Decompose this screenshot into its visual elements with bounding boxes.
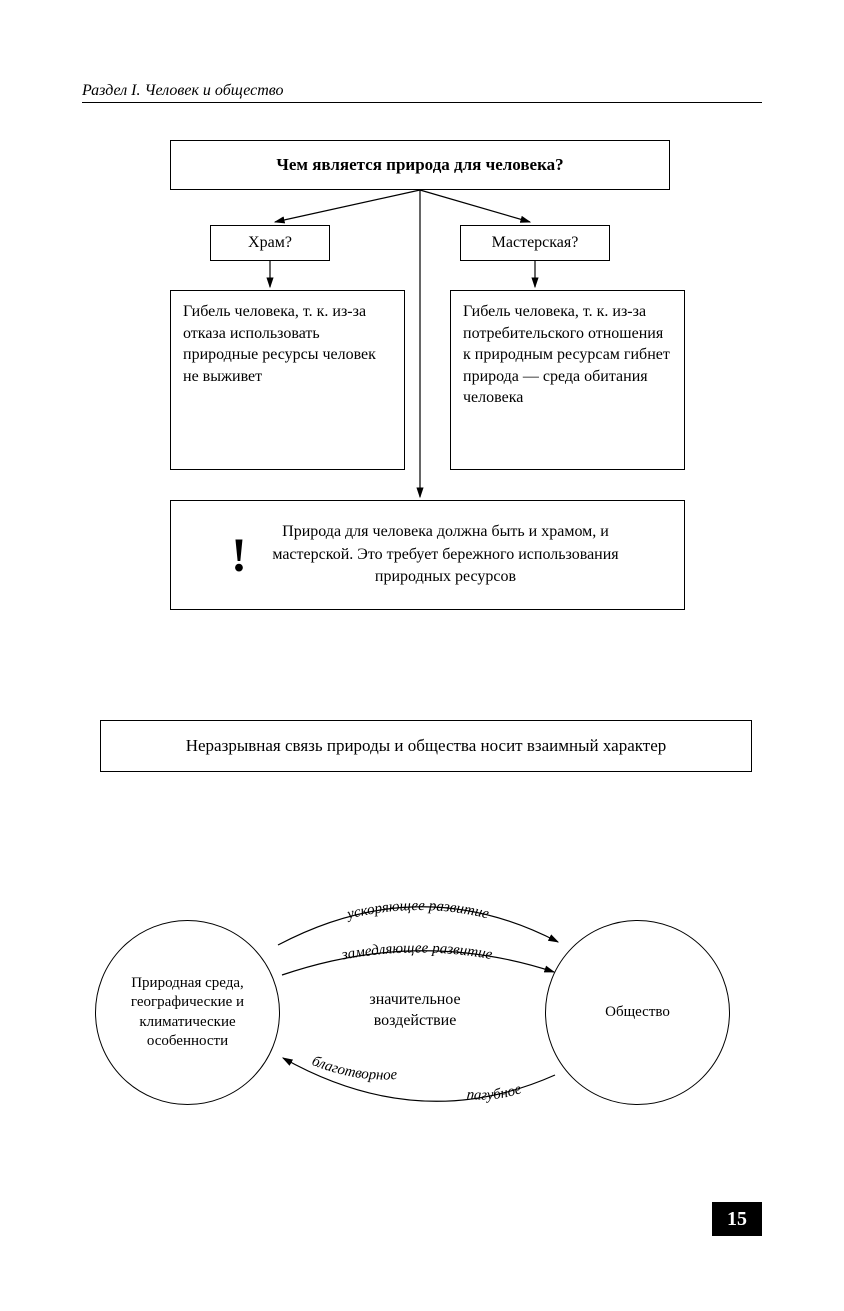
node-left-label: Природная среда, географические и климат… [106, 974, 269, 1052]
edge-top2: замедляющее развитие [340, 940, 494, 963]
desc-right: Гибель человека, т. к. из-за потребитель… [463, 303, 670, 406]
svg-text:пагубное: пагубное [466, 1081, 524, 1104]
svg-text:ускоряющее развитие: ускоряющее развитие [344, 898, 491, 923]
svg-text:замедляющее развитие: замедляющее развитие [340, 940, 494, 963]
page-number: 15 [712, 1202, 762, 1236]
edge-top1: ускоряющее развитие [344, 898, 491, 923]
conclusion-text: Природа для человека должна быть и храмо… [267, 521, 664, 588]
conclusion-box: ! Природа для человека должна быть и хра… [170, 500, 685, 610]
edge-bot2: пагубное [466, 1081, 524, 1104]
edge-bot1: благотворное [310, 1053, 399, 1083]
node-right-label: Общество [605, 1003, 670, 1023]
svg-text:благотворное: благотворное [310, 1053, 399, 1083]
exclamation-icon: ! [231, 528, 247, 583]
option-left-box: Храм? [210, 225, 330, 261]
desc-left-box: Гибель человека, т. к. из-за отказа испо… [170, 290, 405, 470]
option-right: Мастерская? [492, 234, 579, 252]
desc-left: Гибель человека, т. к. из-за отказа испо… [183, 303, 376, 385]
node-left: Природная среда, географические и климат… [95, 920, 280, 1105]
statement-text: Неразрывная связь природы и общества нос… [186, 736, 667, 756]
statement-box: Неразрывная связь природы и общества нос… [100, 720, 752, 772]
desc-right-box: Гибель человека, т. к. из-за потребитель… [450, 290, 685, 470]
connectors: ускоряющее развитие замедляющее развитие… [0, 0, 844, 1311]
center-label: значительное воздействие [330, 990, 500, 1032]
page-header: Раздел I. Человек и общество [82, 82, 762, 103]
page: Раздел I. Человек и общество Чем являетс… [0, 0, 844, 1311]
option-right-box: Мастерская? [460, 225, 610, 261]
node-right: Общество [545, 920, 730, 1105]
flowchart-title: Чем является природа для человека? [276, 155, 563, 175]
flowchart-title-box: Чем является природа для человека? [170, 140, 670, 190]
option-left: Храм? [248, 234, 292, 252]
